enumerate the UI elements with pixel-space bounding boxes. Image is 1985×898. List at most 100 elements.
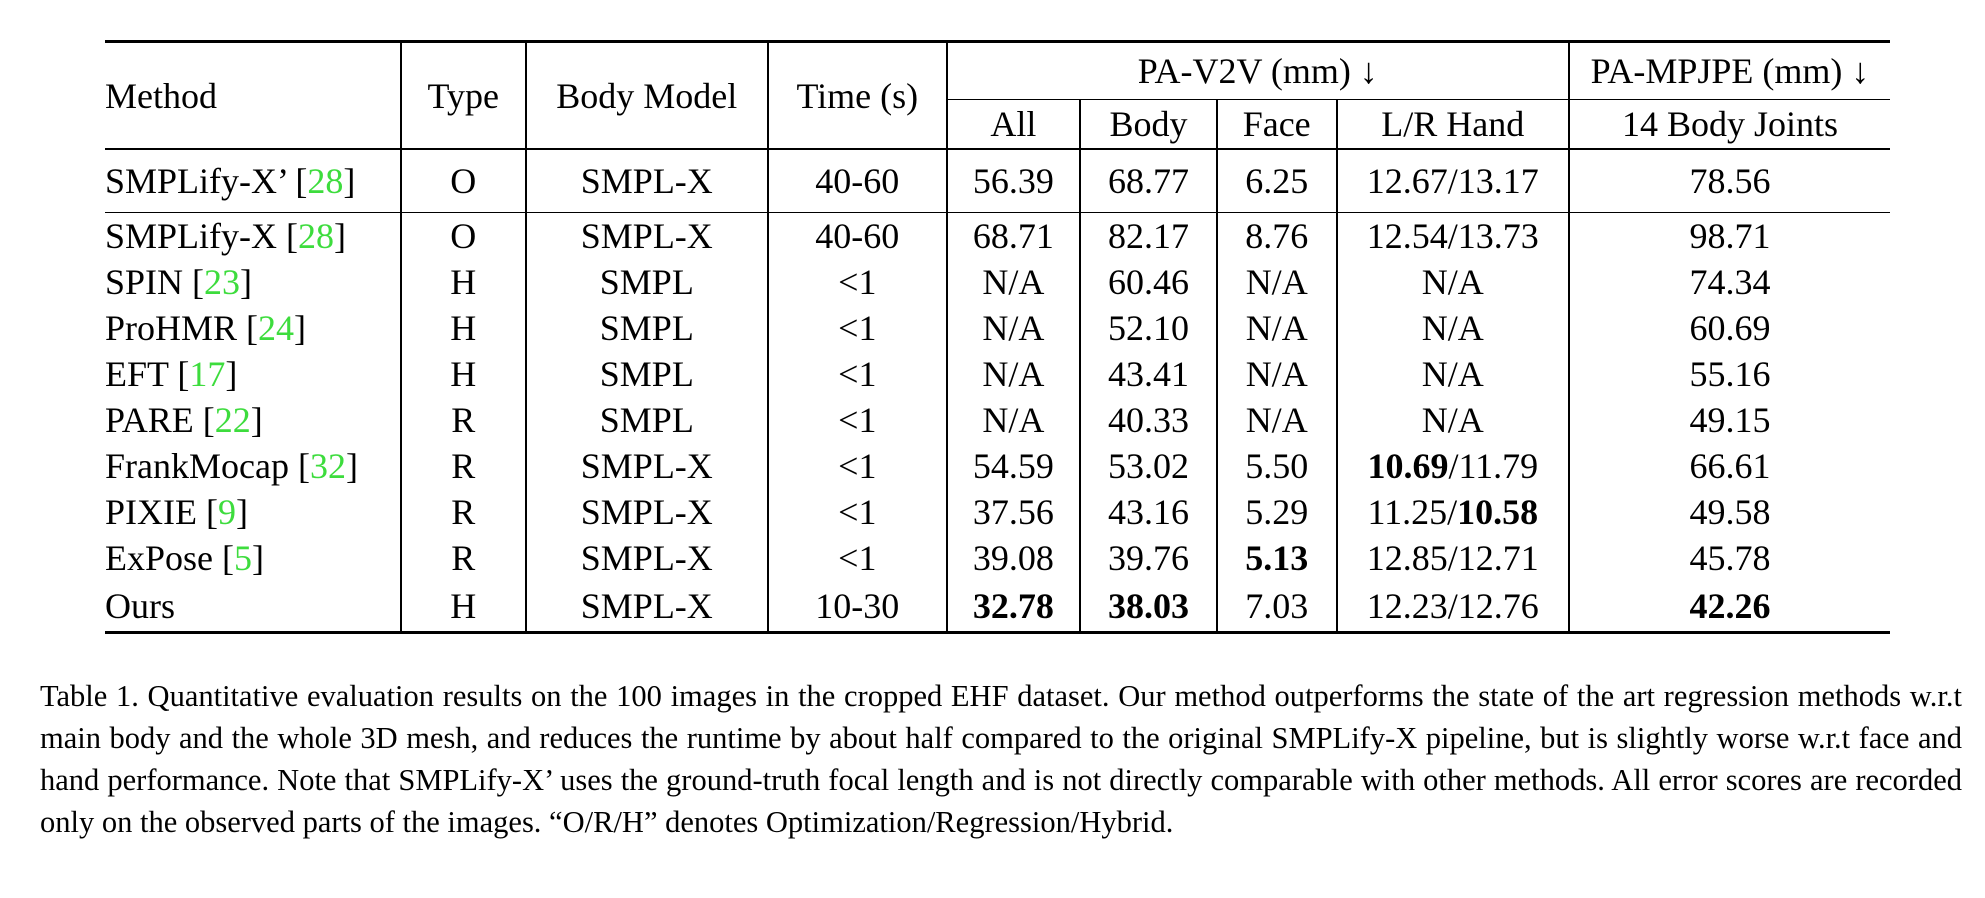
joints-cell: 49.58 bbox=[1568, 489, 1890, 535]
face-cell: N/A bbox=[1215, 259, 1337, 305]
type-cell: R bbox=[399, 443, 526, 489]
time-cell: <1 bbox=[767, 443, 947, 489]
body-model-cell: SMPL bbox=[524, 305, 769, 351]
table-row: SPIN [23] H SMPL <1 N/A 60.46 N/A N/A 74… bbox=[105, 259, 1890, 305]
face-cell: 5.29 bbox=[1215, 489, 1337, 535]
joints-cell: 60.69 bbox=[1568, 305, 1890, 351]
header-body: Body bbox=[1079, 99, 1217, 149]
joints-cell: 78.56 bbox=[1568, 148, 1890, 213]
table-header-row: Method Type Body Model Time (s) PA-V2V (… bbox=[105, 40, 1890, 149]
type-cell: O bbox=[399, 148, 526, 213]
table-row: PARE [22] R SMPL <1 N/A 40.33 N/A N/A 49… bbox=[105, 397, 1890, 443]
table-row: SMPLify-X’ [28] O SMPL-X 40-60 56.39 68.… bbox=[105, 148, 1890, 213]
body-model-cell: SMPL-X bbox=[524, 443, 769, 489]
citation-link[interactable]: 9 bbox=[217, 492, 236, 532]
body-model-cell: SMPL-X bbox=[524, 489, 769, 535]
citation-link[interactable]: 28 bbox=[307, 161, 344, 201]
method-cell: ExPose [5] bbox=[105, 538, 264, 578]
joints-cell: 49.15 bbox=[1568, 397, 1890, 443]
body-cell: 43.41 bbox=[1079, 351, 1217, 397]
body-model-cell: SMPL-X bbox=[524, 535, 769, 581]
body-model-cell: SMPL bbox=[524, 397, 769, 443]
body-cell: 53.02 bbox=[1079, 443, 1217, 489]
method-cell: SMPLify-X’ [28] bbox=[105, 148, 401, 213]
type-cell: H bbox=[399, 581, 526, 634]
face-cell: 6.25 bbox=[1215, 148, 1337, 213]
all-cell: N/A bbox=[945, 351, 1081, 397]
body-model-cell: SMPL-X bbox=[524, 148, 769, 213]
hand-cell: 12.54/13.73 bbox=[1335, 212, 1570, 259]
hand-cell: N/A bbox=[1335, 305, 1570, 351]
header-face: Face bbox=[1215, 99, 1337, 149]
header-joints: 14 Body Joints bbox=[1568, 99, 1890, 149]
all-cell: N/A bbox=[945, 305, 1081, 351]
table-row: Ours H SMPL-X 10-30 32.78 38.03 7.03 12.… bbox=[105, 581, 1890, 634]
body-cell: 39.76 bbox=[1079, 535, 1217, 581]
body-cell: 40.33 bbox=[1079, 397, 1217, 443]
all-cell: 32.78 bbox=[945, 581, 1081, 634]
joints-cell: 42.26 bbox=[1568, 581, 1890, 634]
hand-cell: N/A bbox=[1335, 259, 1570, 305]
hand-cell: N/A bbox=[1335, 351, 1570, 397]
citation-link[interactable]: 17 bbox=[189, 354, 226, 394]
body-cell: 60.46 bbox=[1079, 259, 1217, 305]
time-cell: <1 bbox=[767, 351, 947, 397]
face-cell: N/A bbox=[1215, 351, 1337, 397]
citation-link[interactable]: 23 bbox=[204, 262, 241, 302]
face-cell: N/A bbox=[1215, 305, 1337, 351]
method-cell: PIXIE [9] bbox=[105, 492, 248, 532]
table-row: FrankMocap [32] R SMPL-X <1 54.59 53.02 … bbox=[105, 443, 1890, 489]
method-cell: FrankMocap [32] bbox=[105, 446, 358, 486]
joints-cell: 98.71 bbox=[1568, 212, 1890, 259]
body-cell: 82.17 bbox=[1079, 212, 1217, 259]
type-cell: H bbox=[399, 351, 526, 397]
table-caption: Table 1. Quantitative evaluation results… bbox=[40, 679, 1962, 839]
time-cell: <1 bbox=[767, 305, 947, 351]
table-row: SMPLify-X [28] O SMPL-X 40-60 68.71 82.1… bbox=[105, 212, 1890, 259]
time-cell: 40-60 bbox=[767, 212, 947, 259]
face-cell: 5.13 bbox=[1215, 535, 1337, 581]
time-cell: <1 bbox=[767, 535, 947, 581]
header-pa-v2v: PA-V2V (mm) ↓ bbox=[945, 40, 1570, 100]
header-pa-mpjpe: PA-MPJPE (mm) ↓ bbox=[1568, 40, 1890, 100]
citation-link[interactable]: 24 bbox=[258, 308, 295, 348]
body-cell: 68.77 bbox=[1079, 148, 1217, 213]
header-method: Method bbox=[105, 40, 401, 149]
type-cell: R bbox=[399, 489, 526, 535]
method-cell: PARE [22] bbox=[105, 400, 263, 440]
face-cell: 5.50 bbox=[1215, 443, 1337, 489]
time-cell: <1 bbox=[767, 489, 947, 535]
method-cell: SPIN [23] bbox=[105, 262, 253, 302]
all-cell: 56.39 bbox=[945, 148, 1081, 213]
header-all: All bbox=[945, 99, 1081, 149]
time-cell: <1 bbox=[767, 397, 947, 443]
table-row: EFT [17] H SMPL <1 N/A 43.41 N/A N/A 55.… bbox=[105, 351, 1890, 397]
hand-cell: 12.85/12.71 bbox=[1335, 535, 1570, 581]
face-cell: N/A bbox=[1215, 397, 1337, 443]
body-model-cell: SMPL-X bbox=[524, 581, 769, 634]
all-cell: 68.71 bbox=[945, 212, 1081, 259]
type-cell: O bbox=[399, 212, 526, 259]
all-cell: 37.56 bbox=[945, 489, 1081, 535]
type-cell: H bbox=[399, 259, 526, 305]
body-model-cell: SMPL bbox=[524, 259, 769, 305]
all-cell: 54.59 bbox=[945, 443, 1081, 489]
time-cell: 10-30 bbox=[767, 581, 947, 634]
table-subheader-row: All Body Face L/R Hand 14 Body Joints bbox=[105, 99, 1890, 149]
hand-cell: N/A bbox=[1335, 397, 1570, 443]
results-table: Method Type Body Model Time (s) PA-V2V (… bbox=[105, 40, 1890, 634]
body-model-cell: SMPL bbox=[524, 351, 769, 397]
body-cell: 43.16 bbox=[1079, 489, 1217, 535]
time-cell: <1 bbox=[767, 259, 947, 305]
citation-link[interactable]: 28 bbox=[298, 216, 335, 256]
body-model-cell: SMPL-X bbox=[524, 212, 769, 259]
hand-cell: 11.25/10.58 bbox=[1335, 489, 1570, 535]
body-cell: 38.03 bbox=[1079, 581, 1217, 634]
citation-link[interactable]: 5 bbox=[234, 538, 252, 578]
citation-link[interactable]: 22 bbox=[214, 400, 251, 440]
header-body-model: Body Model bbox=[524, 40, 769, 149]
citation-link[interactable]: 32 bbox=[309, 446, 346, 486]
joints-cell: 45.78 bbox=[1568, 535, 1890, 581]
method-cell: Ours bbox=[105, 581, 401, 634]
hand-cell: 12.67/13.17 bbox=[1335, 148, 1570, 213]
